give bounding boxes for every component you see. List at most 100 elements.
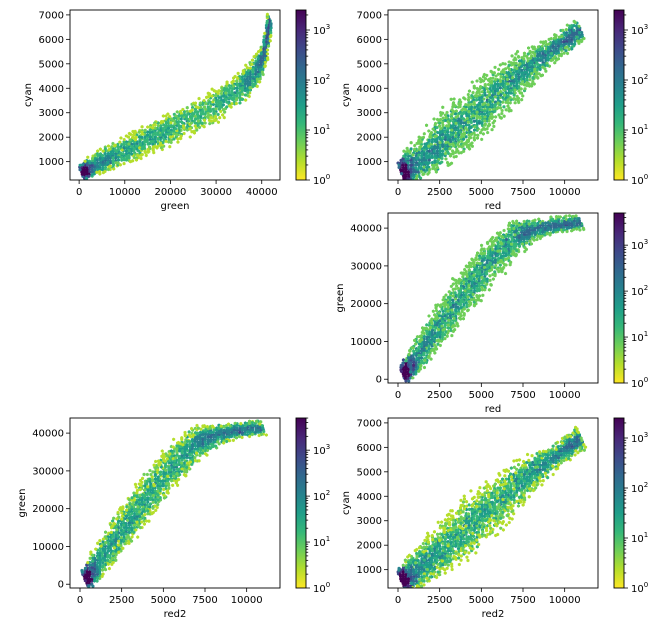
hexbin-cell xyxy=(551,44,555,49)
hexbin-cell xyxy=(488,107,492,112)
hexbin-cell xyxy=(146,512,150,516)
hexbin-cell xyxy=(572,28,576,33)
hexbin-cell xyxy=(180,461,184,465)
hexbin-cell xyxy=(488,274,492,278)
hexbin-cell xyxy=(559,453,563,458)
hexbin-cell xyxy=(525,477,529,481)
hexbin-cell xyxy=(113,555,117,560)
hexbin-cell xyxy=(562,42,566,47)
hexbin-cell xyxy=(132,507,136,511)
hexbin-cell xyxy=(114,530,118,535)
hexbin-cell xyxy=(180,467,184,471)
hexbin-cell xyxy=(477,287,481,291)
hexbin-cell xyxy=(477,97,481,102)
hexbin-cell xyxy=(412,363,416,368)
x-tick-label: 5000 xyxy=(469,187,494,198)
hexbin-cell xyxy=(473,102,477,107)
hexbin-cell xyxy=(236,76,240,81)
hexbin-cell xyxy=(477,281,481,286)
hexbin-cell xyxy=(507,229,511,234)
colorbar-tick-label: 102 xyxy=(313,73,330,87)
hexbin-cell xyxy=(511,249,515,253)
hexbin-cell xyxy=(112,546,116,550)
hexbin-cell xyxy=(501,477,505,481)
hexbin-cell xyxy=(543,465,547,469)
hexbin-cell xyxy=(507,247,511,251)
hexbin-cell xyxy=(575,227,579,231)
hexbin-cell xyxy=(449,97,453,102)
hexbin-cell xyxy=(232,428,236,432)
hexbin-cell xyxy=(238,79,242,83)
hexbin-cell xyxy=(140,147,144,151)
hexbin-cell xyxy=(508,101,512,105)
hexbin-cell xyxy=(504,253,508,258)
hexbin-cell xyxy=(514,252,518,257)
hexbin-cell xyxy=(504,257,508,262)
hexbin-cell xyxy=(478,261,482,266)
hexbin-cell xyxy=(582,227,586,232)
hexbin-cell xyxy=(250,62,254,66)
hexbin-cell xyxy=(241,69,245,73)
hexbin-cell xyxy=(422,331,426,336)
hexbin-cell xyxy=(406,583,410,588)
hexbin-cell xyxy=(570,42,574,46)
hexbin-cell xyxy=(250,58,254,62)
hexbin-cell xyxy=(490,500,494,505)
hexbin-cell xyxy=(200,121,204,126)
hexbin-cell xyxy=(416,170,420,174)
hexbin-cell xyxy=(454,311,458,316)
hexbin-cell xyxy=(483,127,487,132)
hexbin-cell xyxy=(415,356,419,361)
hexbin-cell xyxy=(176,137,180,141)
hexbin-cell xyxy=(531,75,535,80)
hexbin-cell xyxy=(140,520,144,524)
hexbin-cell xyxy=(253,424,257,428)
hexbin-cell xyxy=(101,547,105,551)
hexbin-cell xyxy=(134,138,137,142)
hexbin-cell xyxy=(495,267,499,271)
hexbin-cell xyxy=(212,435,216,439)
hexbin-cell xyxy=(507,106,511,110)
hexbin-cell xyxy=(208,107,212,112)
hexbin-cell xyxy=(444,293,448,297)
hexbin-cell xyxy=(100,565,104,569)
hexbin-cell xyxy=(499,116,503,120)
hexbin-cell xyxy=(162,474,166,479)
hexbin-cell xyxy=(432,149,436,153)
hexbin-cell xyxy=(562,219,566,224)
hexbin-cell xyxy=(100,574,104,579)
hexbin-cell xyxy=(485,277,489,281)
hexbin-cell xyxy=(206,441,210,446)
hexbin-cell xyxy=(522,77,526,81)
hexbin-cell xyxy=(266,48,270,52)
hexbin-cell xyxy=(209,437,213,442)
hexbin-cell xyxy=(135,144,139,148)
hexbin-cell xyxy=(464,282,468,286)
y-tick-label: 10000 xyxy=(32,542,64,553)
hexbin-cell xyxy=(91,572,95,576)
hexbin-cell xyxy=(165,121,169,125)
hexbin-cell xyxy=(543,458,547,463)
hexbin-cell xyxy=(176,440,180,445)
hexbin-cell xyxy=(483,119,487,123)
hexbin-cell xyxy=(538,52,542,56)
hexbin-cell xyxy=(419,162,423,167)
hexbin-cell xyxy=(196,105,200,110)
hexbin-cell xyxy=(263,60,267,65)
hexbin-cell xyxy=(407,360,411,365)
hexbin-cell xyxy=(169,138,173,142)
hexbin-cell xyxy=(462,272,466,276)
hexbin-cell xyxy=(446,309,450,313)
hexbin-cell xyxy=(479,78,483,82)
hexbin-cell xyxy=(122,161,126,166)
hexbin-cell xyxy=(193,124,197,128)
hexbin-cell xyxy=(526,452,530,457)
hexbin-cell xyxy=(472,84,476,89)
hexbin-cell xyxy=(256,56,260,61)
hexbin-cell xyxy=(454,154,458,159)
hexbin-cell xyxy=(462,149,466,154)
hexbin-cell xyxy=(166,474,170,479)
hexbin-cell xyxy=(404,163,408,167)
hexbin-cell xyxy=(417,345,421,349)
hexbin-cell xyxy=(453,324,457,328)
